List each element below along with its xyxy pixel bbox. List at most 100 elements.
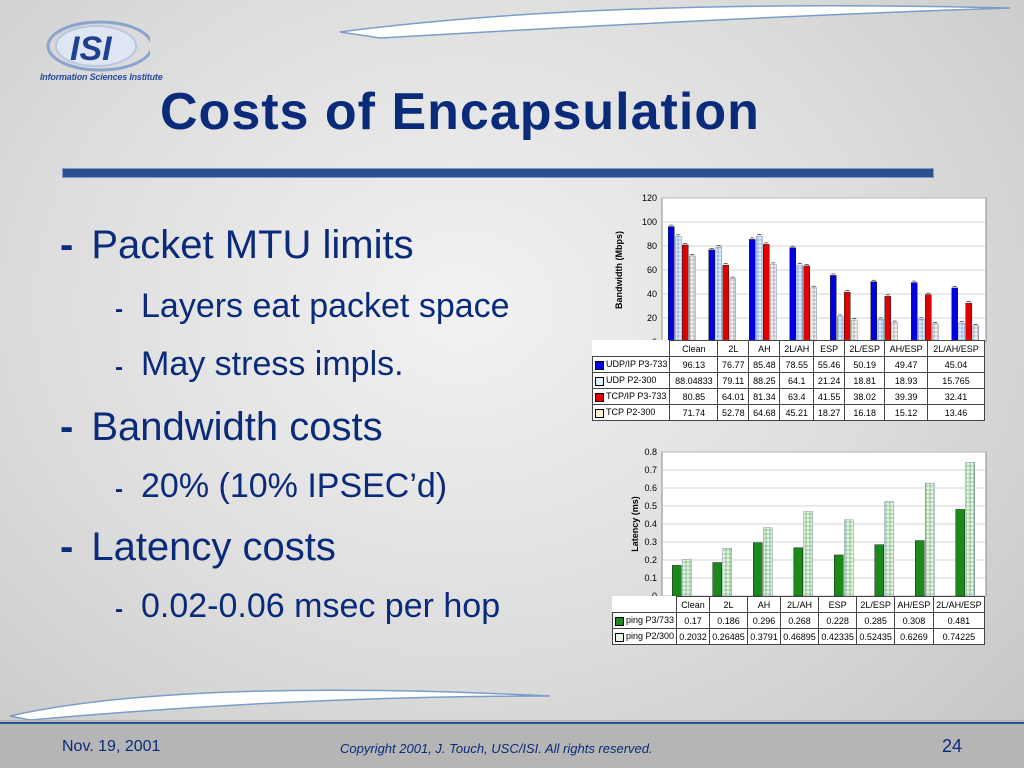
table-row: Clean 2L AH 2L/AH ESP 2L/ESP AH/ESP 2L/AH/ESP xyxy=(593,340,985,357)
bar-udp-ip-p3-733 xyxy=(870,281,877,343)
bar-ping-p3-733 xyxy=(955,509,965,597)
bar-tcp-ip-p3-733 xyxy=(803,265,810,343)
slide-title: Costs of Encapsulation xyxy=(160,83,760,141)
legend-entry: UDP/IP P3-733 xyxy=(591,356,671,373)
table-row: TCP/IP P3-733 80.85 64.01 81.34 63.4 41.55 38.… xyxy=(591,388,985,405)
data-label: 0.74225 xyxy=(932,628,986,645)
bar-ping-p2-300 xyxy=(844,519,854,597)
y-tick-label: 0.2 xyxy=(644,555,657,565)
footer-date: Nov. 19, 2001 xyxy=(62,738,161,755)
data-label: 49.47 xyxy=(884,356,929,373)
bar-tcp-ip-p3-733 xyxy=(925,294,932,343)
legend-swatch xyxy=(595,408,604,418)
data-label: 88.25 xyxy=(748,372,781,389)
bullet-marker: - xyxy=(60,223,74,267)
category-label: ESP xyxy=(813,340,846,357)
bar-tcp-ip-p3-733 xyxy=(844,291,851,343)
category-label: AH xyxy=(748,340,781,357)
latency-data-table: Clean 2L AH 2L/AH ESP 2L/ESP AH/ESP 2L/AH/ESP pi… xyxy=(611,596,986,645)
y-tick-label: 80 xyxy=(647,241,657,251)
bar-udp-p2-300 xyxy=(796,264,803,343)
category-label: AH xyxy=(747,596,782,613)
data-label: 0.46895 xyxy=(780,628,820,645)
bullet-text: 0.02-0.06 msec per hop xyxy=(141,587,501,625)
category-label: 2L/ESP xyxy=(844,340,886,357)
data-label: 0.296 xyxy=(747,612,782,629)
table-row: ping P2/300 0.2032 0.26485 0.3791 0.46895 0.4… xyxy=(611,628,986,645)
bullet-text: Packet MTU limits xyxy=(91,223,414,267)
category-label: 2L/AH/ESP xyxy=(932,596,986,613)
category-label: 2L/ESP xyxy=(856,596,896,613)
data-label: 52.78 xyxy=(717,404,750,421)
bar-ping-p3-733 xyxy=(874,544,884,597)
bullet-marker: - xyxy=(115,596,123,623)
y-tick-label: 60 xyxy=(647,265,657,275)
bar-tcp-ip-p3-733 xyxy=(722,264,729,343)
bar-ping-p2-300 xyxy=(803,511,813,597)
data-label: 81.34 xyxy=(748,388,781,405)
bar-udp-ip-p3-733 xyxy=(911,282,918,343)
y-tick-label: 0.7 xyxy=(644,465,657,475)
y-tick-label: 120 xyxy=(642,193,657,203)
legend-swatch xyxy=(615,616,624,626)
data-label: 64.01 xyxy=(717,388,750,405)
sub-bullet-item: -0.02-0.06 msec per hop xyxy=(115,587,500,626)
bullet-marker: - xyxy=(115,354,123,381)
bullet-marker: - xyxy=(115,476,123,503)
data-label: 0.42335 xyxy=(818,628,858,645)
title-underline xyxy=(62,168,934,178)
bar-ping-p2-300 xyxy=(763,527,773,597)
footer-band xyxy=(0,720,1024,768)
data-label: 55.46 xyxy=(813,356,846,373)
sub-bullet-item: - Layers eat packet space xyxy=(115,287,510,326)
y-tick-label: 0.5 xyxy=(644,501,657,511)
bar-udp-ip-p3-733 xyxy=(708,249,715,343)
data-label: 18.81 xyxy=(844,372,886,389)
bar-udp-p2-300 xyxy=(877,319,884,343)
data-label: 16.18 xyxy=(844,404,886,421)
data-label: 21.24 xyxy=(813,372,846,389)
bar-ping-p3-733 xyxy=(793,547,803,597)
data-label: 0.2032 xyxy=(676,628,711,645)
legend-entry: UDP P2-300 xyxy=(591,372,671,389)
bullet-marker: - xyxy=(60,405,74,449)
bar-udp-ip-p3-733 xyxy=(749,239,756,343)
svg-text:ISI: ISI xyxy=(70,30,113,68)
y-tick-label: 0.3 xyxy=(644,537,657,547)
data-label: 76.77 xyxy=(717,356,750,373)
bar-ping-p2-300 xyxy=(722,548,732,597)
category-label: AH/ESP xyxy=(894,596,934,613)
bar-udp-p2-300 xyxy=(715,246,722,343)
isi-logo: ISI xyxy=(46,20,150,72)
bar-tcp-ip-p3-733 xyxy=(965,302,972,343)
table-row: UDP/IP P3-733 96.13 76.77 85.48 78.55 55.46 50… xyxy=(591,356,985,373)
data-label: 85.48 xyxy=(748,356,781,373)
y-tick-label: 0.6 xyxy=(644,483,657,493)
data-label: 0.17 xyxy=(676,612,711,629)
data-label: 45.04 xyxy=(927,356,985,373)
footer-copyright: Copyright 2001, J. Touch, USC/ISI. All r… xyxy=(340,741,653,756)
bar-udp-ip-p3-733 xyxy=(668,226,675,343)
legend-entry: ping P3/733 xyxy=(611,612,678,629)
category-label: AH/ESP xyxy=(884,340,929,357)
bottom-swoosh xyxy=(9,689,551,721)
data-label: 50.19 xyxy=(844,356,886,373)
top-swoosh xyxy=(340,4,1011,39)
legend-swatch xyxy=(595,392,604,402)
data-label: 0.52435 xyxy=(856,628,896,645)
bullet-text: Bandwidth costs xyxy=(91,405,383,449)
bar-udp-p2-300 xyxy=(918,319,925,343)
bar-ping-p2-300 xyxy=(965,462,975,597)
bullet-text: 20% (10% IPSEC’d) xyxy=(141,467,448,505)
data-label: 13.46 xyxy=(927,404,985,421)
bar-ping-p2-300 xyxy=(925,482,935,597)
bar-udp-p2-300 xyxy=(756,235,763,343)
y-tick-label: 0.1 xyxy=(644,573,657,583)
legend-swatch xyxy=(615,632,624,642)
y-tick-label: 0.8 xyxy=(644,447,657,457)
data-label: 41.55 xyxy=(813,388,846,405)
bullet-item: - Bandwidth costs xyxy=(60,405,383,450)
bullet-item: - Packet MTU limits xyxy=(60,223,414,268)
data-label: 0.268 xyxy=(780,612,820,629)
category-label: Clean xyxy=(676,596,711,613)
